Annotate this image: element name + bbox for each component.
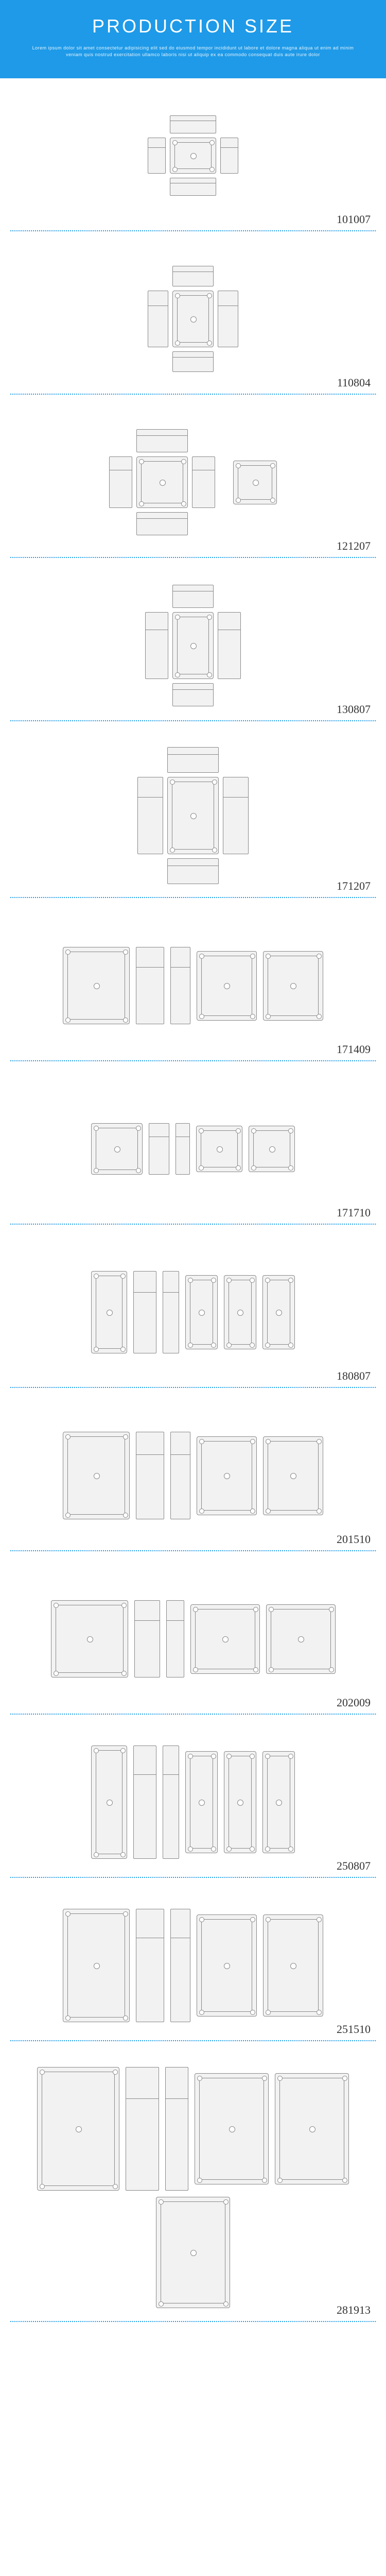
enclosure-view <box>63 1909 130 2022</box>
product-row: 171207 <box>0 732 386 908</box>
enclosure-view <box>266 1604 336 1674</box>
page-title: PRODUCTION SIZE <box>10 15 376 37</box>
product-row: 250807 <box>0 1725 386 1888</box>
enclosure-view <box>197 1914 257 2016</box>
enclosure-side-view <box>170 1909 190 2022</box>
enclosure-side-view <box>163 1745 179 1859</box>
enclosure-side-view <box>165 2067 189 2191</box>
product-row: 110804 <box>0 242 386 405</box>
enclosure-view <box>172 612 214 679</box>
enclosure-side-view <box>170 1432 190 1519</box>
enclosure-view <box>196 1126 242 1172</box>
enclosure-side-view <box>218 612 241 679</box>
enclosure-side-view <box>167 747 219 773</box>
enclosure-side-view <box>136 1432 164 1519</box>
enclosure-view <box>91 1745 127 1859</box>
enclosure-view <box>185 1275 218 1349</box>
sku-label: 171207 <box>337 879 371 893</box>
enclosure-side-view <box>172 266 214 286</box>
enclosure-side-view <box>170 947 190 1024</box>
sku-label: 180807 <box>337 1369 371 1383</box>
enclosure-side-view <box>218 291 238 347</box>
product-row: 201510 <box>0 1398 386 1562</box>
enclosure-side-view <box>166 1600 184 1677</box>
enclosure-view <box>262 1751 295 1853</box>
sku-label: 251510 <box>337 2023 371 2036</box>
enclosure-view <box>156 2197 230 2308</box>
enclosure-view <box>91 1123 143 1175</box>
enclosure-side-view <box>192 456 215 508</box>
product-row: 121207 <box>0 405 386 568</box>
product-row: 202009 <box>0 1562 386 1725</box>
enclosure-view <box>91 1271 127 1353</box>
sku-label: 130807 <box>337 703 371 716</box>
enclosure-view <box>263 1914 323 2016</box>
enclosure-view <box>262 1275 295 1349</box>
enclosure-side-view <box>148 291 168 347</box>
sku-label: 281913 <box>337 2303 371 2317</box>
enclosure-view <box>170 138 216 174</box>
product-row: 171409 <box>0 908 386 1072</box>
enclosure-side-view <box>137 777 163 854</box>
sku-label: 171710 <box>337 1206 371 1219</box>
enclosure-view <box>136 456 188 508</box>
enclosure-view <box>263 1436 323 1515</box>
enclosure-side-view <box>133 1271 156 1353</box>
enclosure-view <box>63 947 130 1024</box>
enclosure-view <box>224 1751 256 1853</box>
enclosure-side-view <box>148 138 166 174</box>
product-row: 180807 <box>0 1235 386 1398</box>
enclosure-side-view <box>167 858 219 884</box>
enclosure-side-view <box>145 612 168 679</box>
enclosure-side-view <box>172 683 214 706</box>
sku-label: 250807 <box>337 1859 371 1873</box>
enclosure-view <box>185 1751 218 1853</box>
enclosure-view <box>190 1604 260 1674</box>
enclosure-side-view <box>223 777 249 854</box>
product-row: 130807 <box>0 568 386 732</box>
sku-label: 121207 <box>337 539 371 553</box>
page-subtitle: Lorem ipsum dolor sit amet consectetur a… <box>26 45 360 58</box>
enclosure-view <box>197 1436 257 1515</box>
enclosure-side-view <box>133 1745 156 1859</box>
enclosure-view <box>37 2067 119 2191</box>
product-row: 171710 <box>0 1072 386 1235</box>
enclosure-view <box>224 1275 256 1349</box>
sku-label: 101007 <box>337 213 371 226</box>
sku-label: 110804 <box>337 376 371 389</box>
enclosure-side-view <box>170 115 216 133</box>
sku-label: 201510 <box>337 1533 371 1546</box>
enclosure-view <box>63 1432 130 1519</box>
enclosure-side-view <box>163 1271 179 1353</box>
enclosure-side-view <box>172 585 214 608</box>
enclosure-side-view <box>149 1123 169 1175</box>
enclosure-side-view <box>136 947 164 1024</box>
enclosure-side-view <box>136 429 188 452</box>
enclosure-side-view <box>220 138 238 174</box>
enclosure-side-view <box>109 456 132 508</box>
enclosure-view <box>197 951 257 1021</box>
enclosure-side-view <box>176 1123 190 1175</box>
enclosure-view <box>172 291 214 347</box>
sku-label: 171409 <box>337 1043 371 1056</box>
enclosure-side-view <box>134 1600 160 1677</box>
enclosure-side-view <box>126 2067 159 2191</box>
product-row: 251510 <box>0 1888 386 2052</box>
header: PRODUCTION SIZE Lorem ipsum dolor sit am… <box>0 0 386 78</box>
enclosure-side-view <box>136 512 188 535</box>
enclosure-view <box>263 951 323 1021</box>
enclosure-side-view <box>172 351 214 372</box>
enclosure-view <box>51 1600 128 1677</box>
product-row: 101007 <box>0 78 386 242</box>
enclosure-view <box>167 777 219 854</box>
enclosure-view <box>195 2073 269 2184</box>
products-list: 101007 110804 121207 130807 171207 171409 1717… <box>0 78 386 2332</box>
product-row: 281913 <box>0 2052 386 2332</box>
enclosure-side-view <box>170 178 216 196</box>
enclosure-side-view <box>136 1909 164 2022</box>
sku-label: 202009 <box>337 1696 371 1709</box>
enclosure-view <box>275 2073 349 2184</box>
enclosure-view <box>233 461 277 504</box>
enclosure-view <box>249 1126 295 1172</box>
